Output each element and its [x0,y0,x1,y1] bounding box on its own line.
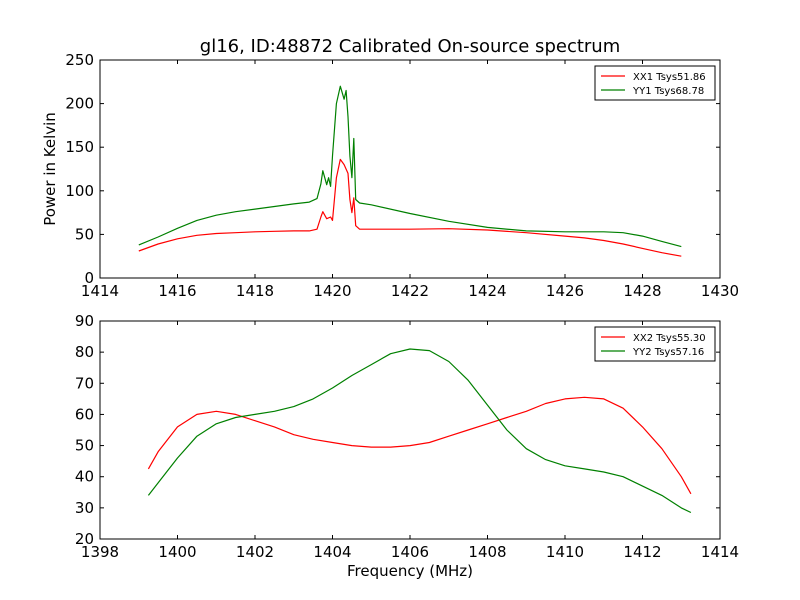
series-line-xx1 [138,158,682,257]
x-tick-label: 1424 [468,282,506,300]
y-tick-label: 20 [75,530,94,548]
series-line-yy2 [147,348,692,514]
chart-1: 1414 1416 1418 1420 1422 1424 1426 1428 1430 0 50 1… [41,36,739,300]
x-tick-label: 1426 [546,282,584,300]
x-tick-label: 1404 [313,543,351,561]
x-tick-label: 1414 [701,543,739,561]
y-tick-label: 80 [75,343,94,361]
legend-label: YY2 Tsys57.16 [632,347,704,358]
charts-container: 1414 1416 1418 1420 1422 1424 1426 1428 14300501… [41,36,739,580]
x-tick-label: 1400 [158,543,196,561]
y-tick-label: 90 [75,312,94,330]
y-tick-label: 40 [75,468,94,486]
x-tick-label: 1408 [468,543,506,561]
y-tick-label: 60 [75,405,94,423]
x-tick-label: 1418 [236,282,274,300]
legend-label: YY1 Tsys68.78 [632,86,704,97]
series-line-xx2 [147,396,692,495]
x-tick-label: 1412 [623,543,661,561]
chart-2: 1398 1400 1402 1404 1406 1408 1410 1412 1414 20 30… [75,312,739,580]
x-tick-label: 1430 [701,282,739,300]
series-line-yy1 [138,85,682,248]
x-tick-label: 1402 [236,543,274,561]
legend-label: XX1 Tsys51.86 [633,72,706,83]
legend-box [594,65,716,101]
x-tick-label: 1420 [313,282,351,300]
y-tick-label: 30 [75,499,94,517]
y-tick-label: 200 [65,95,94,113]
y-tick-label: 250 [65,51,94,69]
y-tick-label: 50 [75,437,94,455]
y-tick-label: 50 [75,225,94,243]
x-tick-label: 1398 [81,543,119,561]
x-tick-label: 1406 [391,543,429,561]
y-axis-label: Power in Kelvin [41,112,59,226]
x-tick-label: 1416 [158,282,196,300]
x-tick-label: 1410 [546,543,584,561]
y-tick-label: 70 [75,374,94,392]
chart-title: gl16, ID:48872 Calibrated On-source spec… [200,36,620,57]
x-tick-label: 1422 [391,282,429,300]
y-tick-label: 150 [65,138,94,156]
x-axis-label: Frequency (MHz) [347,562,473,580]
x-tick-label: 1414 [81,282,119,300]
legend-label: XX2 Tsys55.30 [633,333,706,344]
x-tick-label: 1428 [623,282,661,300]
y-tick-label: 0 [84,269,94,287]
y-tick-label: 100 [65,182,94,200]
legend-box [594,326,716,362]
